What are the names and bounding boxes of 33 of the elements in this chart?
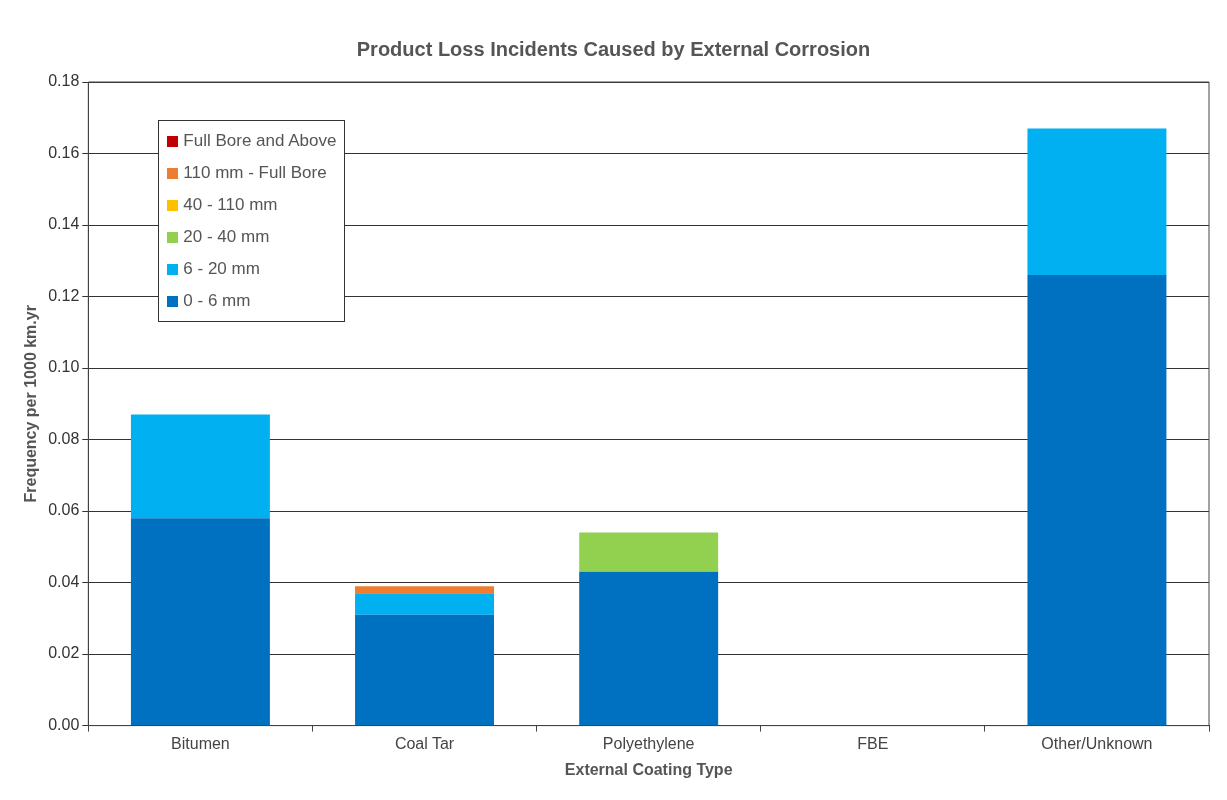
bar (130, 518, 270, 726)
y-tick-label: 0.04 (48, 572, 80, 590)
x-tick-label: Coal Tar (394, 734, 455, 752)
legend-label: 0 - 6 mm (183, 290, 251, 312)
x-tick-label: Other/Unknown (1041, 734, 1153, 752)
y-tick-label: 0.10 (48, 358, 80, 376)
x-tick-label: Bitumen (171, 734, 230, 752)
y-tick-label: 0.14 (48, 215, 80, 233)
y-tick-label: 0.16 (48, 143, 80, 161)
chart-title: Product Loss Incidents Caused by External Corrosion (356, 37, 871, 60)
bar (355, 586, 495, 594)
bar (130, 414, 270, 519)
bar (1027, 275, 1167, 726)
legend-label: 110 mm - Full Bore (183, 162, 327, 184)
legend-label: 6 - 20 mm (183, 258, 260, 280)
bar (355, 593, 495, 615)
y-axis-title: Frequency per 1000 km.yr (22, 305, 40, 503)
bar (355, 614, 495, 726)
bar (579, 532, 719, 572)
bar (1027, 128, 1167, 276)
legend-label: 40 - 110 mm (183, 194, 278, 216)
bar (579, 571, 719, 726)
y-tick-label: 0.00 (48, 716, 80, 734)
y-tick-label: 0.12 (48, 286, 80, 304)
legend-label: Full Bore and Above (183, 130, 337, 152)
x-tick-label: Polyethylene (602, 734, 695, 752)
x-axis-title: External Coating Type (564, 760, 733, 778)
y-tick-label: 0.18 (48, 72, 80, 90)
y-tick-label: 0.06 (48, 501, 80, 519)
y-tick-label: 0.08 (48, 429, 80, 447)
legend-label: 20 - 40 mm (183, 226, 270, 248)
x-tick-label: FBE (857, 734, 889, 752)
y-tick-label: 0.02 (48, 644, 80, 662)
